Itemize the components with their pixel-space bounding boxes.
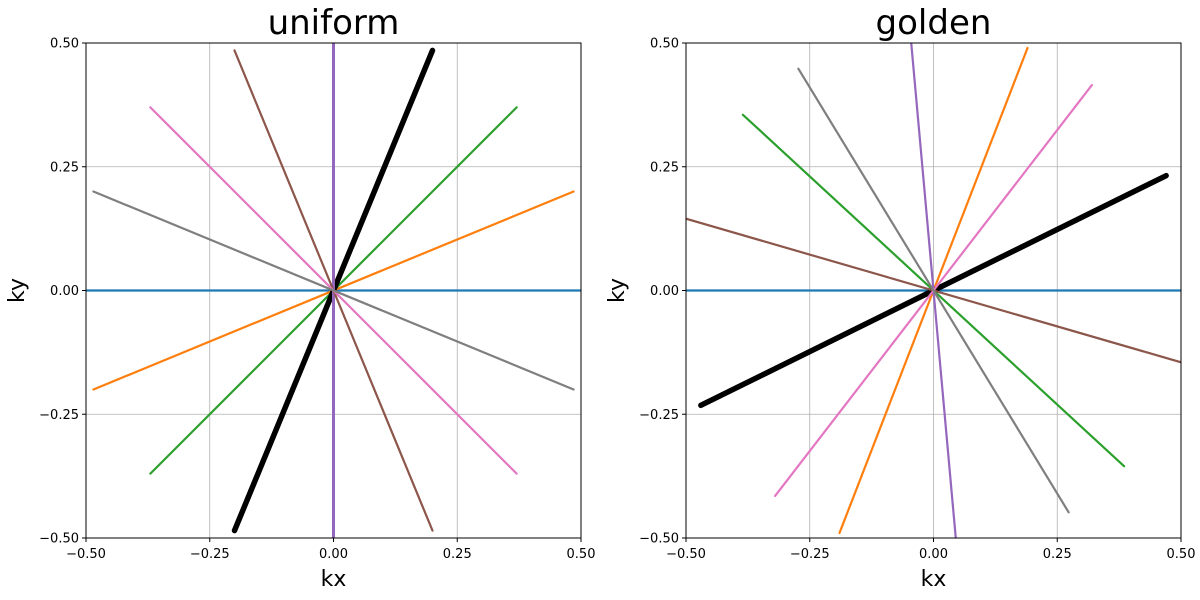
chart-1-y-tick-label-2: 0.00: [650, 284, 679, 299]
chart-0-x-tick-label-3: 0.25: [443, 547, 472, 562]
chart-0-title: uniform: [268, 3, 400, 43]
chart-1-x-tick-label-2: 0.00: [919, 547, 948, 562]
chart-1-x-tick-label-3: 0.25: [1043, 547, 1072, 562]
golden-plot-panel: −0.50 −0.25 0.00 0.25 0.50 −0.50 −0.25 0.00 0.25…: [605, 3, 1195, 592]
chart-1-y-axis-label: ky: [605, 278, 630, 303]
chart-1-title: golden: [876, 3, 992, 43]
chart-0-y-tick-label-1: −0.25: [39, 408, 79, 423]
chart-1-x-tick-label-1: −0.25: [790, 547, 830, 562]
chart-0-x-tick-label-1: −0.25: [190, 547, 230, 562]
chart-1-y-tick-label-0: −0.50: [639, 532, 679, 547]
chart-0-y-tick-label-3: 0.25: [50, 160, 79, 175]
chart-1-series-line-gray: [797, 67, 1070, 514]
chart-0-y-axis-label: ky: [5, 278, 30, 303]
chart-1-x-tick-label-4: 0.50: [1167, 547, 1196, 562]
chart-0-x-tick-label-0: −0.50: [66, 547, 106, 562]
chart-1-y-tick-label-3: 0.25: [650, 160, 679, 175]
chart-0-series-group: [86, 43, 581, 538]
chart-0-y-tick-label-0: −0.50: [39, 532, 79, 547]
chart-0-series-line-gray: [92, 190, 575, 391]
chart-0-x-tick-label-4: 0.50: [567, 547, 596, 562]
uniform-plot-panel: −0.50 −0.25 0.00 0.25 0.50 −0.50 −0.25 0.00 0.25…: [5, 3, 595, 592]
chart-0-y-tick-label-4: 0.50: [50, 37, 79, 52]
chart-0-x-tick-label-2: 0.00: [319, 547, 348, 562]
chart-1-y-tick-label-4: 0.50: [650, 37, 679, 52]
chart-1-series-group: [686, 43, 1181, 538]
chart-1-y-tick-label-1: −0.25: [639, 408, 679, 423]
chart-0-y-tick-label-2: 0.00: [50, 284, 79, 299]
chart-1-x-tick-label-0: −0.50: [666, 547, 706, 562]
chart-0-x-axis-label: kx: [321, 567, 347, 592]
chart-1-x-axis-label: kx: [921, 567, 947, 592]
